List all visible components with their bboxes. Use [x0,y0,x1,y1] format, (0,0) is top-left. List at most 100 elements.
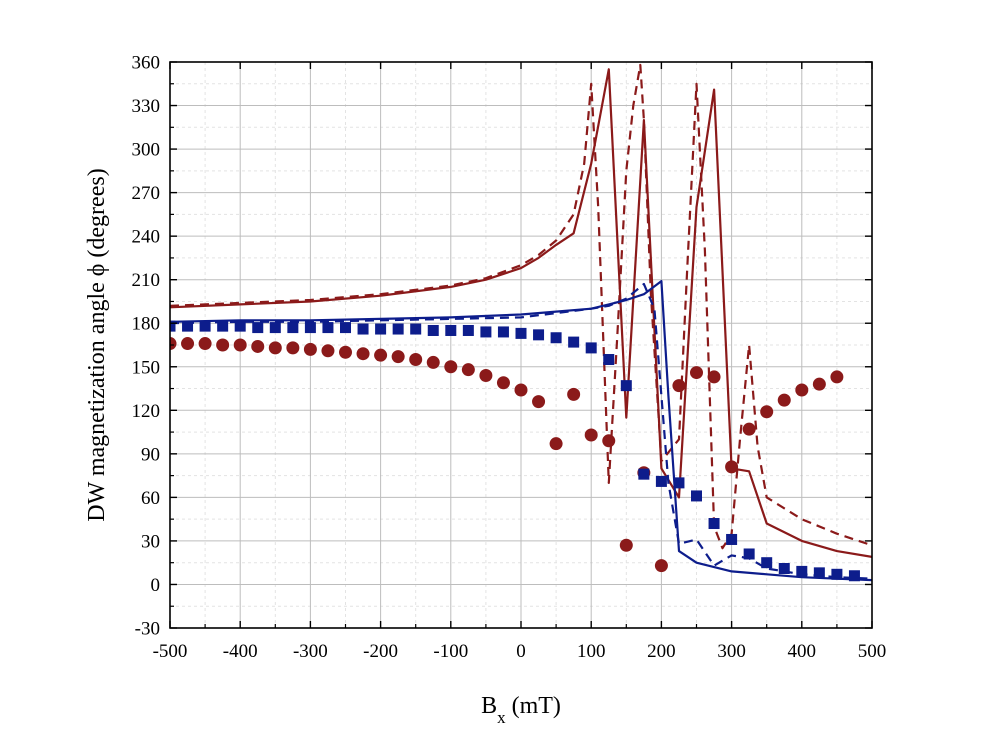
data-point-square [655,475,667,487]
data-point-circle [725,460,739,474]
data-point-circle [198,337,212,351]
plot-series [170,63,872,582]
data-point-square [848,570,860,582]
data-point-circle [181,337,195,351]
data-point-circle [602,434,616,448]
data-point-square [217,320,229,332]
y-tick-label: 300 [132,140,161,161]
data-point-square [691,490,702,502]
series-blue-squares [170,320,860,582]
x-tick-label: 0 [516,641,526,662]
y-axis-title: DW magnetization angle ϕ (degrees) [84,168,110,521]
data-point-circle [707,370,721,384]
data-point-circle [760,405,774,419]
data-point-circle [496,376,510,390]
data-point-circle [426,355,440,369]
data-point-circle [444,360,458,374]
data-point-circle [619,538,633,552]
x-tick-label: -400 [223,641,258,662]
x-axis-title: Bx (mT) [481,693,561,727]
data-point-circle [286,341,300,355]
x-tick-label: 500 [858,641,887,662]
data-point-square [392,323,404,335]
series-red-dashed [170,63,872,550]
x-axis-title-unit: (mT) [506,693,561,719]
axis-ticks: -500 -400 -300 -200 -100 0 100 200 300 400 500-300… [132,53,887,663]
y-tick-label: 30 [141,531,160,552]
data-point-square [287,322,299,334]
data-point-circle [268,341,282,355]
series-red-solid [170,68,872,558]
x-tick-label: 200 [647,641,676,662]
data-point-circle [777,393,791,407]
data-point-circle [251,339,265,353]
data-point-square [585,342,597,354]
series-line-blue-dashed [170,282,872,580]
x-tick-label: -300 [293,641,328,662]
x-tick-label: 300 [717,641,746,662]
data-point-circle [567,387,581,401]
data-point-circle [584,428,598,442]
y-tick-label: 150 [132,357,161,378]
data-point-circle [830,370,844,384]
data-point-square [550,332,562,344]
data-point-circle [672,379,686,393]
data-point-square [357,323,369,335]
data-point-square [726,533,738,545]
data-point-square [322,322,334,334]
y-tick-label: 90 [141,444,160,465]
x-tick-label: -200 [363,641,398,662]
x-tick-label: 100 [577,641,606,662]
data-point-circle [514,383,528,397]
data-point-circle [303,342,317,356]
data-point-circle [233,338,247,352]
data-point-circle [391,350,405,364]
data-point-circle [654,559,668,573]
data-point-circle [409,353,423,367]
series-blue-solid [170,280,872,582]
x-tick-label: 400 [788,641,817,662]
data-point-square [170,320,176,332]
y-tick-label: 330 [132,96,161,117]
data-point-square [568,336,580,348]
data-point-circle [812,377,826,391]
data-point-square [375,323,387,335]
data-point-circle [532,395,546,409]
data-point-square [304,322,316,334]
data-point-square [497,326,509,338]
data-point-circle [374,348,388,362]
data-point-square [269,322,281,334]
data-point-circle [170,337,177,351]
data-point-square [515,327,527,339]
y-tick-label: 210 [132,270,161,291]
x-axis-title-main: B [481,693,497,719]
data-point-square [410,323,422,335]
data-point-square [533,329,545,341]
data-point-square [708,518,720,530]
data-point-circle [321,344,335,358]
data-point-square [340,322,351,334]
data-point-square [743,548,755,560]
data-point-square [182,320,194,332]
data-point-square [234,320,246,332]
data-point-circle [479,368,493,382]
data-point-square [427,324,439,336]
data-point-circle [690,366,703,380]
series-line-blue-solid [170,280,872,582]
data-point-square [199,320,211,332]
data-point-square [603,354,615,366]
data-point-circle [742,422,756,436]
data-point-circle [461,363,475,377]
data-point-square [252,322,264,334]
data-point-square [673,477,685,489]
data-point-circle [356,347,370,361]
series-line-red-solid [170,68,872,558]
series-red-circles [170,337,844,573]
y-tick-label: 240 [132,227,161,248]
x-tick-label: -100 [433,641,468,662]
data-point-square [620,380,632,392]
data-point-square [480,326,492,338]
data-point-square [761,557,773,569]
series-blue-dashed [170,282,872,580]
